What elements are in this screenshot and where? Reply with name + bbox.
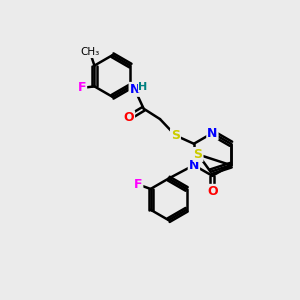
Text: N: N: [207, 127, 218, 140]
Text: N: N: [189, 159, 199, 172]
Text: F: F: [78, 81, 86, 94]
Text: S: S: [194, 148, 202, 161]
Text: F: F: [134, 178, 142, 191]
Text: CH₃: CH₃: [80, 47, 100, 57]
Text: N: N: [130, 83, 140, 96]
Text: O: O: [207, 185, 218, 198]
Text: H: H: [138, 82, 148, 92]
Text: S: S: [171, 129, 180, 142]
Text: O: O: [124, 111, 134, 124]
